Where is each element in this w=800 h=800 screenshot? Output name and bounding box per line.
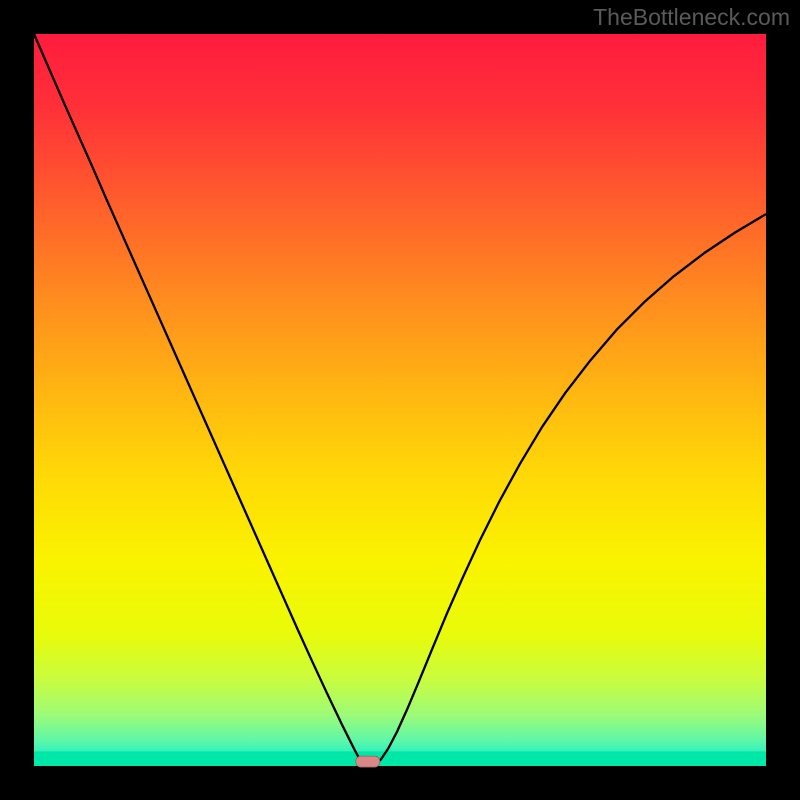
optimal-zone-strip [34,751,766,766]
plot-area [34,34,766,766]
bottleneck-chart [0,0,800,800]
current-config-marker [356,756,380,767]
chart-container: TheBottleneck.com [0,0,800,800]
